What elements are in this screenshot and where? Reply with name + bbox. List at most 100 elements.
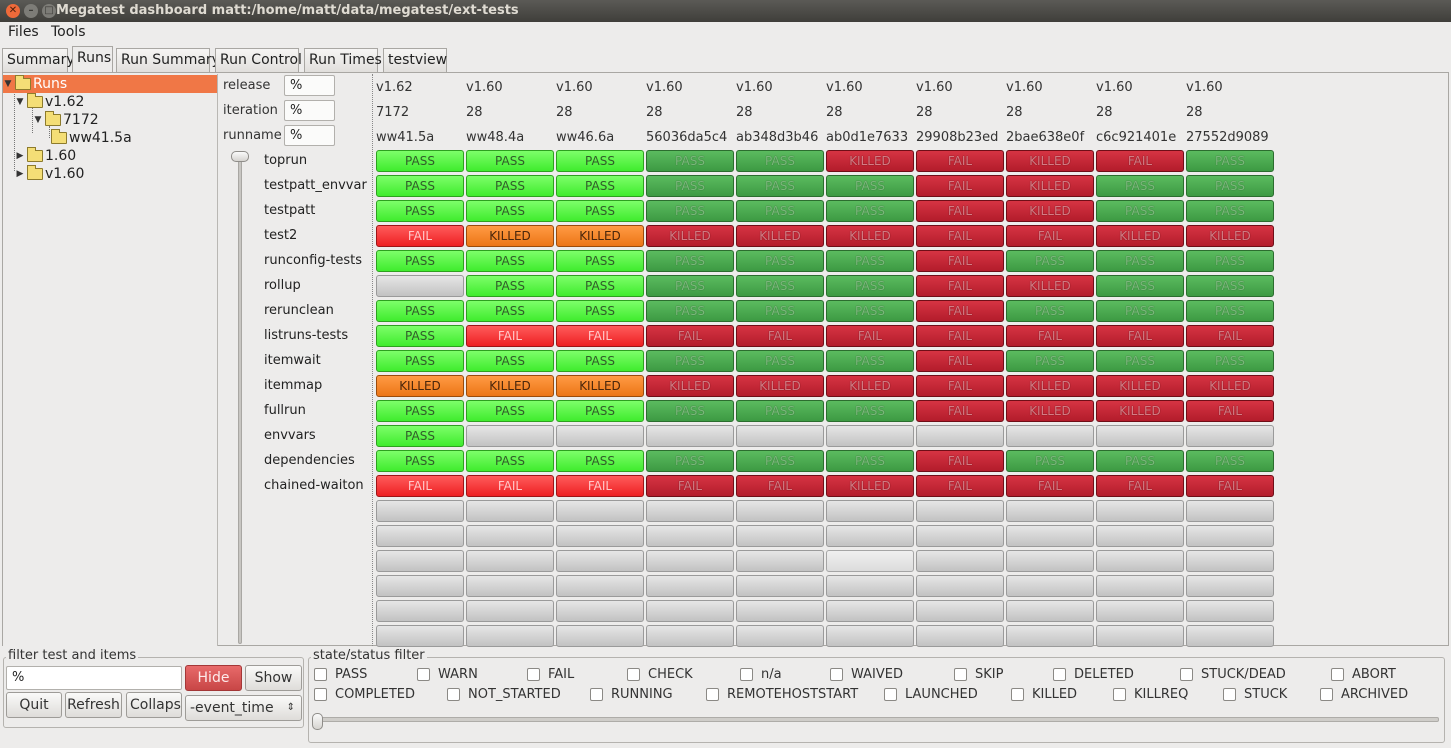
empty-cell[interactable] [1096, 425, 1184, 447]
test-status-cell[interactable]: PASS [376, 450, 464, 472]
test-status-cell[interactable]: PASS [376, 425, 464, 447]
test-status-cell[interactable]: PASS [466, 150, 554, 172]
test-status-cell[interactable]: PASS [376, 300, 464, 322]
test-name-label[interactable]: rollup [264, 278, 301, 293]
test-status-cell[interactable]: FAIL [1096, 325, 1184, 347]
checkbox-icon[interactable] [706, 688, 719, 701]
run-header-release[interactable]: v1.60 [916, 80, 953, 95]
test-status-cell[interactable]: PASS [1096, 350, 1184, 372]
checkbox-icon[interactable] [314, 688, 327, 701]
checkbox-icon[interactable] [884, 688, 897, 701]
test-status-cell[interactable]: FAIL [916, 375, 1004, 397]
empty-cell[interactable] [1096, 600, 1184, 622]
tree-node-runs[interactable]: ▼ Runs [3, 75, 217, 93]
test-name-label[interactable]: listruns-tests [264, 328, 349, 343]
filter-checkbox-remotehoststart[interactable]: REMOTEHOSTSTART [706, 687, 858, 702]
run-header-iteration[interactable]: 28 [1006, 105, 1023, 120]
test-status-cell[interactable]: PASS [1096, 200, 1184, 222]
test-status-cell[interactable]: KILLED [826, 475, 914, 497]
test-status-cell[interactable]: PASS [826, 250, 914, 272]
test-status-cell[interactable]: PASS [1186, 175, 1274, 197]
test-status-cell[interactable]: PASS [376, 150, 464, 172]
run-header-iteration[interactable]: 28 [826, 105, 843, 120]
test-status-cell[interactable]: KILLED [556, 225, 644, 247]
checkbox-icon[interactable] [1053, 668, 1066, 681]
test-status-cell[interactable]: FAIL [466, 325, 554, 347]
checkbox-icon[interactable] [447, 688, 460, 701]
test-status-cell[interactable]: PASS [466, 250, 554, 272]
collapsed-triangle-icon[interactable]: ▶ [16, 151, 24, 161]
test-status-cell[interactable]: FAIL [916, 400, 1004, 422]
test-status-cell[interactable]: PASS [376, 350, 464, 372]
test-status-cell[interactable]: FAIL [1006, 225, 1094, 247]
empty-cell[interactable] [826, 600, 914, 622]
collapsed-triangle-icon[interactable]: ▶ [16, 169, 24, 179]
test-status-cell[interactable]: KILLED [826, 150, 914, 172]
expanded-triangle-icon[interactable]: ▼ [16, 97, 24, 107]
empty-cell[interactable] [826, 575, 914, 597]
empty-cell[interactable] [1186, 500, 1274, 522]
test-status-cell[interactable]: FAIL [916, 475, 1004, 497]
run-header-runname[interactable]: ww46.6a [556, 130, 615, 145]
test-status-cell[interactable]: KILLED [1006, 375, 1094, 397]
run-header-runname[interactable]: ab0d1e7633 [826, 130, 909, 145]
empty-cell[interactable] [556, 425, 644, 447]
empty-cell[interactable] [1096, 525, 1184, 547]
test-status-cell[interactable]: PASS [1186, 300, 1274, 322]
test-status-cell[interactable]: PASS [736, 400, 824, 422]
empty-cell[interactable] [916, 500, 1004, 522]
run-header-release[interactable]: v1.60 [1006, 80, 1043, 95]
test-status-cell[interactable]: FAIL [916, 350, 1004, 372]
test-status-cell[interactable]: KILLED [1006, 400, 1094, 422]
empty-cell[interactable] [556, 500, 644, 522]
filter-checkbox-completed[interactable]: COMPLETED [314, 687, 415, 702]
empty-cell[interactable] [376, 600, 464, 622]
empty-cell[interactable] [736, 425, 824, 447]
checkbox-icon[interactable] [740, 668, 753, 681]
empty-cell[interactable] [1096, 550, 1184, 572]
test-status-cell[interactable]: KILLED [466, 225, 554, 247]
key-field-runname[interactable]: % [284, 125, 335, 146]
run-header-iteration[interactable]: 28 [736, 105, 753, 120]
test-status-cell[interactable]: PASS [736, 150, 824, 172]
key-field-iteration[interactable]: % [284, 100, 335, 121]
run-header-release[interactable]: v1.60 [646, 80, 683, 95]
empty-cell[interactable] [736, 625, 824, 647]
test-status-cell[interactable]: PASS [736, 200, 824, 222]
filter-checkbox-killreq[interactable]: KILLREQ [1113, 687, 1188, 702]
test-status-cell[interactable]: PASS [556, 300, 644, 322]
test-status-cell[interactable]: KILLED [646, 375, 734, 397]
test-status-cell[interactable]: FAIL [916, 225, 1004, 247]
test-status-cell[interactable]: PASS [556, 250, 644, 272]
filter-checkbox-warn[interactable]: WARN [417, 667, 478, 682]
empty-cell[interactable] [916, 525, 1004, 547]
quit-button[interactable]: Quit [6, 692, 62, 718]
run-header-runname[interactable]: ww41.5a [376, 130, 435, 145]
empty-cell[interactable] [646, 575, 734, 597]
test-status-cell[interactable]: PASS [736, 450, 824, 472]
empty-cell[interactable] [1006, 425, 1094, 447]
menu-files[interactable]: Files [8, 24, 39, 40]
test-status-cell[interactable]: PASS [556, 275, 644, 297]
empty-cell[interactable] [1006, 625, 1094, 647]
test-status-cell[interactable]: PASS [1186, 150, 1274, 172]
test-status-cell[interactable]: KILLED [1006, 175, 1094, 197]
test-name-label[interactable]: itemwait [264, 353, 321, 368]
checkbox-icon[interactable] [314, 668, 327, 681]
test-status-cell[interactable]: FAIL [916, 325, 1004, 347]
test-status-cell[interactable]: KILLED [736, 375, 824, 397]
filter-checkbox-n-a[interactable]: n/a [740, 667, 782, 682]
test-status-cell[interactable]: KILLED [1096, 375, 1184, 397]
test-status-cell[interactable]: PASS [466, 350, 554, 372]
close-window-button[interactable]: ✕ [6, 4, 20, 18]
empty-cell[interactable] [736, 525, 824, 547]
test-status-cell[interactable]: PASS [1096, 175, 1184, 197]
empty-cell[interactable] [826, 425, 914, 447]
run-header-runname[interactable]: 56036da5c4 [646, 130, 728, 145]
test-status-cell[interactable]: PASS [376, 325, 464, 347]
empty-cell[interactable] [376, 625, 464, 647]
empty-cell[interactable] [556, 625, 644, 647]
test-status-cell[interactable]: PASS [466, 175, 554, 197]
test-status-cell[interactable]: PASS [1096, 450, 1184, 472]
test-status-cell[interactable]: PASS [556, 450, 644, 472]
